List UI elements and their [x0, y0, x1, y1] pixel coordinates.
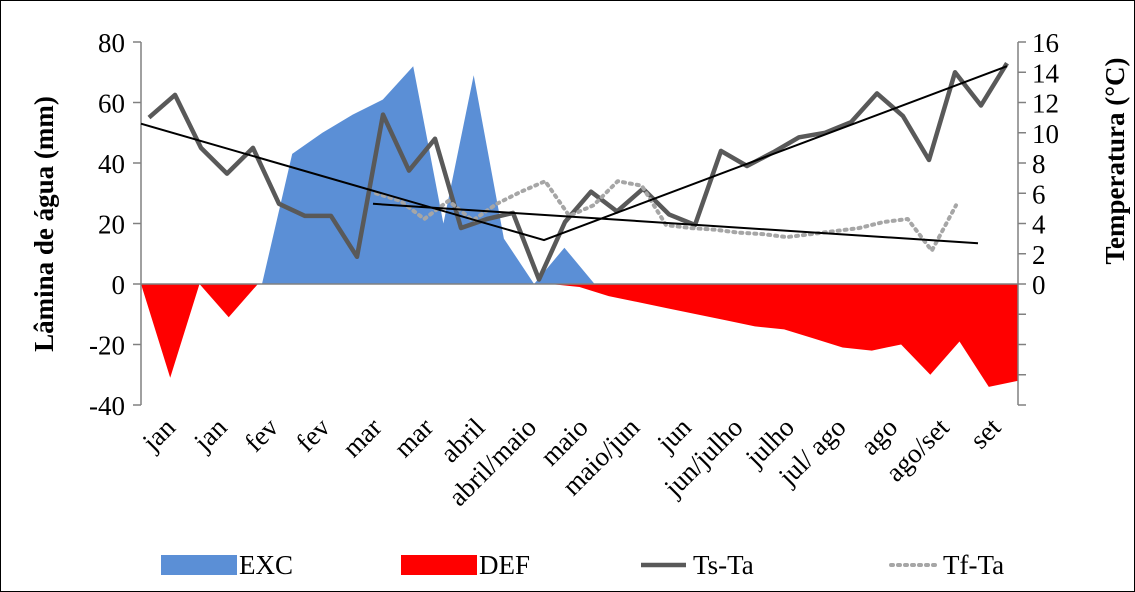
right-tick-label: 4 [1032, 210, 1046, 240]
left-tick-label: 60 [98, 89, 125, 119]
left-tick-label: 80 [98, 28, 125, 58]
x-tick-label: jan [136, 412, 182, 458]
left-tick-label: 20 [98, 210, 125, 240]
x-tick-label: jan [187, 412, 233, 458]
line-layer [140, 62, 1009, 282]
x-tick-label: fev [239, 412, 285, 458]
right-tick-label: 2 [1032, 240, 1046, 270]
legend-label-def: DEF [479, 550, 530, 580]
x-tick-label: mar [336, 412, 387, 463]
right-tick-label: 14 [1032, 58, 1060, 88]
right-tick-label: 12 [1032, 89, 1059, 119]
axes-layer [133, 41, 1026, 406]
legend-label-exc: EXC [239, 550, 293, 580]
trendline-2 [372, 202, 979, 245]
legend-swatch-def [401, 555, 477, 575]
x-tick-label: fev [290, 412, 336, 458]
left-tick-label: 40 [98, 149, 125, 179]
trendline-1 [140, 65, 1008, 242]
right-tick-label: 8 [1032, 149, 1046, 179]
x-tick-label: set [964, 412, 1007, 455]
legend-label-tf-ta: Tf-Ta [943, 550, 1004, 580]
right-tick-label: 16 [1032, 28, 1059, 58]
y2-axis-title: Temperatura (°C) [1100, 57, 1130, 264]
y-axis-title: Lâmina de água (mm) [29, 96, 59, 352]
series-area-def [141, 284, 1018, 387]
right-tick-label: 0 [1032, 270, 1046, 300]
left-tick-label: -20 [89, 331, 125, 361]
right-tick-label: 6 [1032, 179, 1046, 209]
legend-label-ts-ta: Ts-Ta [693, 550, 754, 580]
x-tick-label: mar [388, 412, 439, 463]
right-tick-label: 10 [1032, 119, 1059, 149]
series-line-ts-ta [147, 62, 1009, 282]
legend: EXC DEF Ts-Ta Tf-Ta [161, 550, 1004, 580]
left-tick-label: -40 [89, 391, 125, 421]
legend-swatch-exc [161, 555, 237, 575]
left-tick-label: 0 [112, 270, 126, 300]
